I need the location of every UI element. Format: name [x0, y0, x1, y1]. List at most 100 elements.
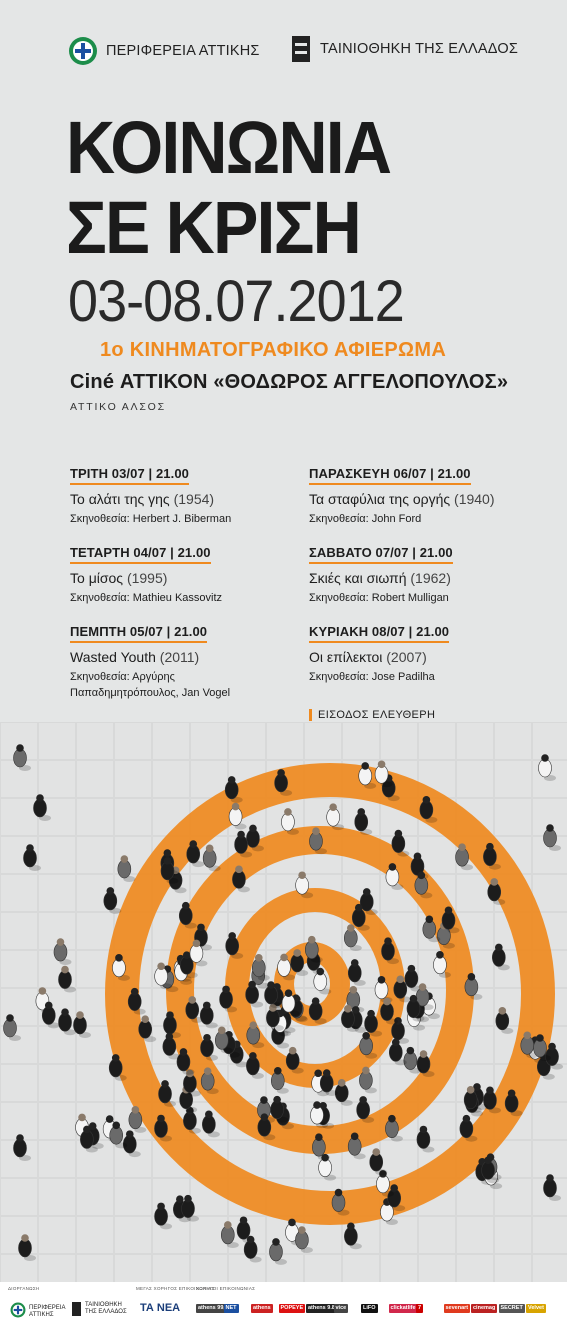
- person-figure: [326, 803, 345, 831]
- person-figure: [388, 1038, 407, 1066]
- person-figure: [243, 1235, 262, 1263]
- film-director: Σκηνοθεσία: Herbert J. Biberman: [70, 513, 232, 525]
- sponsor-logo: Velvet: [526, 1304, 546, 1313]
- person-figure: [358, 762, 377, 789]
- person-figure: [415, 983, 434, 1011]
- film-archive-icon: [72, 1302, 81, 1316]
- person-figure: [347, 959, 366, 986]
- film-title: Το αλάτι της γης (1954): [70, 491, 215, 507]
- person-figure: [234, 830, 253, 858]
- program-column-left: ΤΡΙΤΗ 03/07 | 21.00 Το αλάτι της γης (19…: [70, 465, 310, 702]
- person-figure: [23, 844, 41, 871]
- person-figure: [463, 1086, 482, 1113]
- person-figure: [41, 1001, 60, 1029]
- film-director: Σκηνοθεσία: Robert Mulligan: [309, 592, 449, 604]
- person-figure: [228, 802, 247, 830]
- person-figure: [356, 1096, 375, 1123]
- person-figure: [416, 1050, 435, 1078]
- person-figure: [189, 939, 208, 967]
- person-figure: [359, 1031, 378, 1059]
- person-figure: [403, 1046, 422, 1074]
- person-figure: [224, 776, 243, 803]
- person-figure: [251, 953, 270, 981]
- film-year: (1995): [126, 570, 168, 586]
- person-figure: [3, 1014, 21, 1041]
- screening-day: ΚΥΡΙΑΚΗ 08/07 | 21.00: [309, 624, 450, 643]
- person-figure: [459, 1114, 478, 1142]
- film-director: Σκηνοθεσία: John Ford: [309, 513, 422, 525]
- screening-entry: ΚΥΡΙΑΚΗ 08/07 | 21.00 Οι επίλεκτοι (2007…: [309, 623, 549, 702]
- person-figure: [199, 1001, 218, 1029]
- person-figure: [274, 769, 293, 796]
- sponsor-logo: sevenart: [443, 1304, 471, 1313]
- crowd-people: [3, 744, 564, 1265]
- screening-day: ΤΕΤΑΡΤΗ 04/07 | 21.00: [70, 545, 211, 564]
- person-figure: [202, 844, 221, 872]
- title-line-2: ΣΕ ΚΡΙΣΗ: [66, 186, 362, 269]
- title-line-1: ΚΟΙΝΩΝΙΑ: [66, 106, 392, 189]
- sponsors-caption: ΧΟΡΗΓΟΙ ΕΠΙΚΟΙΝΩΝΙΑΣ: [196, 1286, 256, 1291]
- person-figure: [351, 903, 370, 931]
- person-figure: [393, 975, 412, 1003]
- screening-entry: ΣΑΒΒΑΤΟ 07/07 | 21.00 Σκιές και σιωπή (1…: [309, 544, 549, 623]
- person-figure: [313, 967, 332, 995]
- person-figure: [58, 1008, 77, 1036]
- person-figure: [487, 878, 506, 905]
- person-figure: [270, 1095, 289, 1123]
- program-column-right: ΠΑΡΑΣΚΕΥΗ 06/07 | 21.00 Τα σταφύλια της …: [309, 465, 549, 702]
- screening-day: ΠΑΡΑΣΚΕΥΗ 06/07 | 21.00: [309, 466, 471, 485]
- screening-day: ΤΡΙΤΗ 03/07 | 21.00: [70, 466, 189, 485]
- screening-entry: ΠΑΡΑΣΚΕΥΗ 06/07 | 21.00 Τα σταφύλια της …: [309, 465, 549, 544]
- media-sponsor: ΤΑ ΝΕΑ: [140, 1302, 181, 1314]
- person-figure: [109, 1121, 128, 1149]
- person-figure: [13, 744, 31, 771]
- film-title: Τα σταφύλια της οργής (1940): [309, 491, 495, 507]
- person-figure: [359, 888, 378, 915]
- region-logo: ΠΕΡΙΦΕΡΕΙΑ ΑΤΤΙΚΗΣ: [68, 36, 260, 66]
- person-figure: [154, 1202, 173, 1230]
- person-figure: [219, 985, 238, 1013]
- person-figure: [385, 863, 404, 890]
- person-figure: [310, 1101, 329, 1129]
- venue-name: Ciné ΑΤΤΙΚΟΝ «ΘΟΔΩΡΟΣ ΑΓΓΕΛΟΠΟΥΛΟΣ»: [70, 371, 509, 393]
- film-director: Σκηνοθεσία: Αργύρης Παπαδημητρόπουλος, J…: [70, 671, 231, 699]
- sponsor-strip: ΔΙΟΡΓΑΝΩΣΗ ΠΕΡΙΦΕΡΕΙΑ ΑΤΤΙΚΗΣ ΤΑΙΝΙΟΘΗΚΗ…: [0, 1282, 567, 1334]
- sponsor-logo: POPEYE: [278, 1304, 306, 1313]
- person-figure: [495, 1007, 514, 1034]
- person-figure: [127, 987, 146, 1015]
- crowd-spiral-illustration: [0, 722, 567, 1282]
- person-figure: [269, 1238, 287, 1265]
- person-figure: [221, 1221, 239, 1248]
- person-figure: [344, 1222, 362, 1250]
- person-figure: [543, 824, 561, 851]
- person-figure: [422, 915, 441, 943]
- person-figure: [285, 1046, 304, 1074]
- person-figure: [416, 1125, 435, 1153]
- person-figure: [331, 1188, 350, 1216]
- person-figure: [295, 1226, 313, 1254]
- person-figure: [246, 824, 264, 852]
- person-figure: [281, 808, 299, 835]
- person-figure: [481, 1156, 500, 1184]
- film-title: Οι επίλεκτοι (2007): [309, 649, 427, 665]
- person-figure: [414, 871, 433, 899]
- person-figure: [122, 1130, 141, 1158]
- person-figure: [176, 1048, 195, 1075]
- person-figure: [391, 829, 410, 857]
- person-figure: [483, 1086, 501, 1114]
- person-figure: [162, 1032, 181, 1060]
- person-figure: [163, 1011, 181, 1039]
- film-director: Σκηνοθεσία: Jose Padilha: [309, 671, 435, 683]
- person-figure: [385, 1114, 403, 1142]
- person-figure: [200, 1067, 219, 1095]
- person-figure: [354, 808, 373, 835]
- person-figure: [158, 1080, 177, 1107]
- person-figure: [117, 855, 136, 883]
- person-figure: [257, 1113, 276, 1141]
- person-figure: [154, 962, 173, 990]
- person-figure: [290, 949, 309, 976]
- person-figure: [545, 1042, 564, 1070]
- person-figure: [178, 901, 197, 929]
- person-figure: [53, 938, 72, 966]
- person-figure: [455, 843, 474, 871]
